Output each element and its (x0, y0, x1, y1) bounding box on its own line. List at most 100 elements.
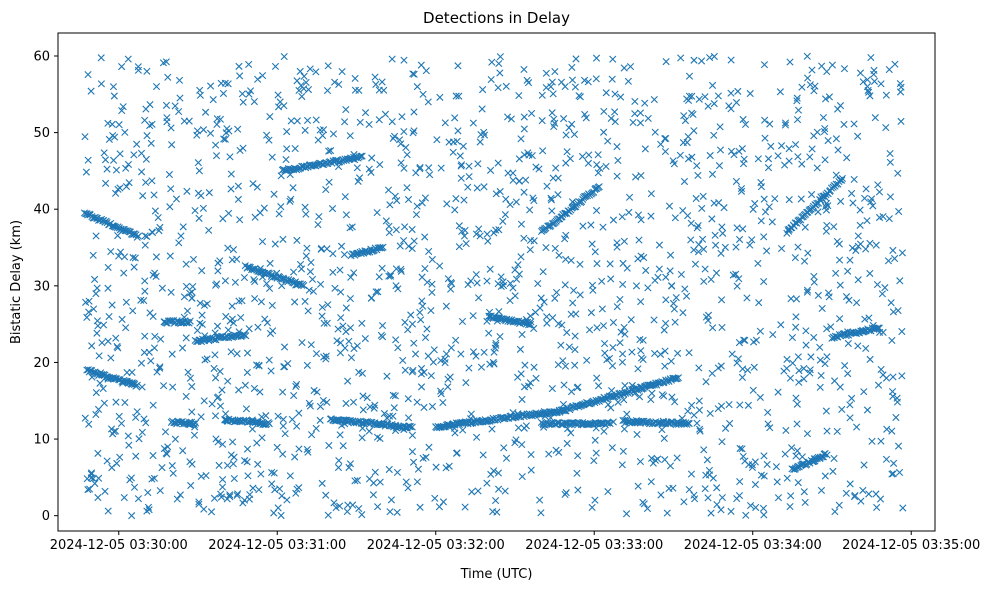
detection-point (218, 386, 226, 394)
detection-point (873, 503, 881, 511)
detection-point (142, 105, 150, 113)
detection-point (608, 444, 616, 452)
detection-point (421, 194, 429, 202)
detection-point (883, 425, 891, 433)
detection-point (700, 277, 708, 286)
detection-point (227, 348, 235, 356)
detection-point (687, 236, 695, 244)
detection-point (427, 372, 435, 380)
detection-point (144, 488, 152, 497)
detection-point (108, 301, 116, 309)
detection-point (821, 472, 829, 480)
detection-point (694, 171, 702, 180)
detection-point (543, 182, 551, 190)
detection-point (265, 284, 274, 293)
detection-point (389, 134, 397, 143)
detection-point (258, 413, 266, 421)
detection-point (184, 368, 192, 376)
y-tick-label: 60 (33, 49, 50, 64)
detection-point (152, 82, 161, 91)
detection-point (637, 216, 645, 224)
detection-point (889, 246, 897, 254)
detection-point (89, 305, 98, 313)
detection-point (369, 491, 378, 499)
detection-point (768, 218, 776, 226)
detection-point (714, 405, 722, 413)
detection-point (368, 154, 376, 162)
detection-point (376, 244, 384, 252)
detection-point (547, 83, 555, 91)
detection-point (85, 485, 94, 493)
detection-point (735, 235, 744, 244)
detection-point (337, 288, 345, 296)
detection-point (457, 161, 466, 169)
detection-point (679, 309, 687, 317)
detection-point (312, 116, 320, 124)
detection-point (838, 405, 846, 413)
detection-point (679, 206, 687, 215)
detection-point (431, 494, 439, 502)
detection-point (631, 110, 639, 118)
detection-point (774, 152, 782, 160)
detection-point (193, 326, 202, 335)
detection-point (235, 297, 243, 305)
detection-point (492, 190, 500, 198)
detection-point (302, 210, 310, 218)
detection-point (485, 329, 493, 337)
detection-point (583, 356, 591, 364)
detection-point (442, 464, 450, 472)
detection-point (270, 509, 278, 517)
detection-point (527, 109, 536, 118)
detection-point (254, 75, 262, 83)
detection-point (188, 460, 196, 468)
detection-point (739, 365, 747, 373)
detection-point (274, 91, 282, 99)
detection-point (479, 451, 487, 459)
detection-point (112, 334, 120, 342)
detection-point (823, 221, 831, 230)
detection-point (109, 156, 118, 164)
detection-point (457, 174, 465, 182)
detection-point (172, 195, 181, 203)
detection-point (435, 503, 444, 511)
detection-point (263, 131, 271, 139)
detection-point (538, 91, 546, 99)
detection-point (448, 280, 456, 288)
detection-point (825, 293, 833, 301)
detection-point (134, 66, 142, 74)
detection-point (732, 243, 740, 251)
detection-point (594, 151, 602, 159)
detection-point (372, 80, 380, 88)
detection-point (662, 319, 670, 328)
detection-point (403, 184, 411, 192)
detection-point (727, 147, 736, 155)
detection-point (574, 383, 582, 391)
detection-point (135, 435, 143, 443)
detection-point (404, 195, 413, 204)
detection-point (609, 216, 618, 224)
detection-point (355, 174, 364, 182)
detection-point (223, 461, 232, 470)
detection-point (224, 377, 232, 385)
detection-point (472, 352, 480, 360)
detection-point (866, 92, 874, 100)
detection-point (843, 154, 851, 162)
detection-point (619, 447, 627, 455)
detection-point (357, 249, 365, 258)
detection-point (476, 232, 484, 240)
detection-point (462, 379, 470, 387)
detection-point (574, 486, 582, 494)
detection-point (444, 375, 452, 383)
detection-point (598, 277, 606, 285)
detection-point (595, 183, 603, 191)
detection-point (763, 247, 771, 255)
detection-point (200, 301, 209, 309)
detection-point (160, 445, 168, 453)
detection-point (569, 299, 577, 307)
detection-point (588, 503, 596, 512)
detection-point (819, 453, 827, 461)
detection-point (400, 128, 408, 136)
detection-point (685, 485, 693, 494)
detection-point (617, 93, 625, 101)
detection-point (836, 315, 844, 323)
